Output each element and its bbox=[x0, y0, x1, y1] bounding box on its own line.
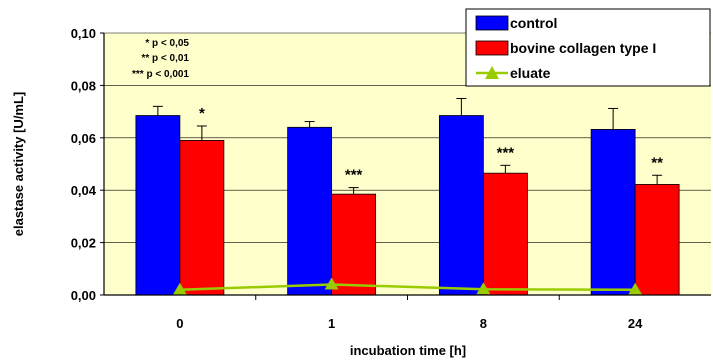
y-tick-labels: 0,00 0,02 0,04 0,06 0,08 0,10 bbox=[71, 26, 104, 303]
bar-control-8 bbox=[438, 115, 484, 296]
x-tick-label: 24 bbox=[628, 316, 643, 331]
y-tick-label: 0,06 bbox=[71, 131, 96, 146]
y-axis-title: elastase activity [U/mL] bbox=[11, 92, 26, 237]
legend-swatch-collagen bbox=[475, 40, 509, 56]
eluate-marker bbox=[172, 282, 187, 295]
bar-collagen-8 bbox=[482, 172, 528, 296]
eluate-line bbox=[172, 277, 643, 295]
annotation-p005: * p < 0,05 bbox=[145, 38, 189, 49]
significance-mark: *** bbox=[345, 167, 363, 184]
y-tick-label: 0,00 bbox=[71, 288, 96, 303]
y-tick-label: 0,10 bbox=[71, 26, 96, 41]
x-tick-label: 0 bbox=[176, 316, 183, 331]
x-tick-label: 8 bbox=[480, 316, 487, 331]
bar-collagen-24 bbox=[634, 184, 680, 296]
legend: control bovine collagen type I eluate bbox=[465, 8, 711, 87]
significance-mark: *** bbox=[497, 144, 515, 161]
y-tick-label: 0,04 bbox=[71, 183, 97, 198]
x-tick-labels: 0 1 8 24 bbox=[176, 295, 643, 331]
bar-control-0 bbox=[135, 115, 181, 296]
legend-label-collagen: bovine collagen type I bbox=[510, 40, 656, 56]
eluate-series-line bbox=[179, 283, 636, 292]
error-bars bbox=[152, 98, 663, 195]
bar-control-1 bbox=[287, 126, 333, 296]
eluate-marker bbox=[628, 282, 643, 295]
bar-collagen-1 bbox=[331, 193, 377, 296]
legend-label-control: control bbox=[510, 15, 557, 31]
x-tick-label: 1 bbox=[328, 316, 335, 331]
y-tick-label: 0,02 bbox=[71, 236, 96, 251]
bar-control-24 bbox=[590, 129, 636, 296]
eluate-marker bbox=[324, 277, 339, 290]
significance-mark: * bbox=[199, 105, 205, 122]
legend-label-eluate: eluate bbox=[510, 65, 551, 81]
bar-series bbox=[135, 115, 680, 296]
eluate-marker bbox=[476, 282, 491, 295]
y-tick-label: 0,08 bbox=[71, 78, 96, 93]
bar-collagen-0 bbox=[179, 140, 225, 296]
significance-marks: ********* bbox=[199, 105, 663, 184]
annotation-p0001: *** p < 0,001 bbox=[132, 69, 189, 80]
significance-mark: ** bbox=[651, 154, 663, 171]
x-axis-title: incubation time [h] bbox=[350, 343, 466, 358]
legend-swatch-control bbox=[475, 15, 509, 31]
legend-marker-eluate bbox=[485, 66, 499, 79]
annotation-p001: ** p < 0,01 bbox=[141, 53, 189, 64]
